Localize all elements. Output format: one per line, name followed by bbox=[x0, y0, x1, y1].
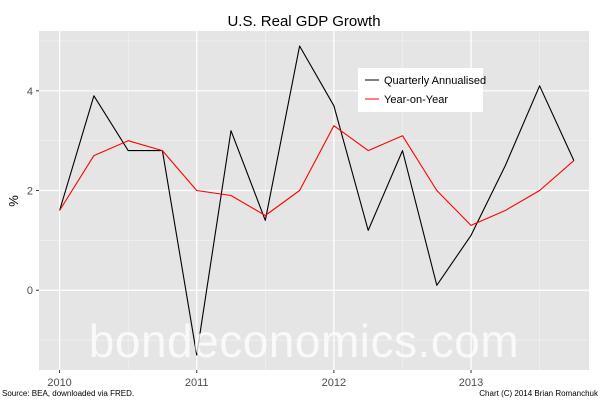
series-line-year-on-year bbox=[59, 125, 575, 226]
legend-label-yoy: Year-on-Year bbox=[384, 94, 448, 106]
x-tick-label: 2013 bbox=[459, 377, 483, 389]
legend-label-quarterly: Quarterly Annualised bbox=[384, 75, 486, 87]
x-axis-ticks: 2010 2011 2012 2013 bbox=[47, 370, 483, 389]
watermark: bondeconomics.com bbox=[89, 315, 519, 367]
source-note: Source: BEA, downloaded via FRED. bbox=[2, 389, 134, 398]
x-tick-label: 2010 bbox=[47, 377, 71, 389]
chart-credit: Chart (C) 2014 Brian Romanchuk bbox=[479, 389, 599, 398]
x-tick-label: 2012 bbox=[322, 377, 346, 389]
grid-lines bbox=[39, 31, 589, 370]
plot-panel bbox=[39, 31, 589, 370]
legend: Quarterly Annualised Year-on-Year bbox=[358, 68, 486, 112]
series-lines bbox=[59, 45, 575, 356]
y-tick-label: 0 bbox=[27, 285, 33, 297]
y-tick-label: 4 bbox=[27, 86, 33, 98]
y-axis-label: % bbox=[6, 195, 21, 207]
chart-title: U.S. Real GDP Growth bbox=[227, 13, 380, 30]
x-tick-label: 2011 bbox=[185, 377, 209, 389]
legend-box bbox=[358, 68, 483, 112]
series-line-quarterly-annualised bbox=[59, 45, 575, 356]
y-tick-label: 2 bbox=[27, 186, 33, 198]
y-axis-ticks: 0 2 4 bbox=[27, 86, 39, 297]
